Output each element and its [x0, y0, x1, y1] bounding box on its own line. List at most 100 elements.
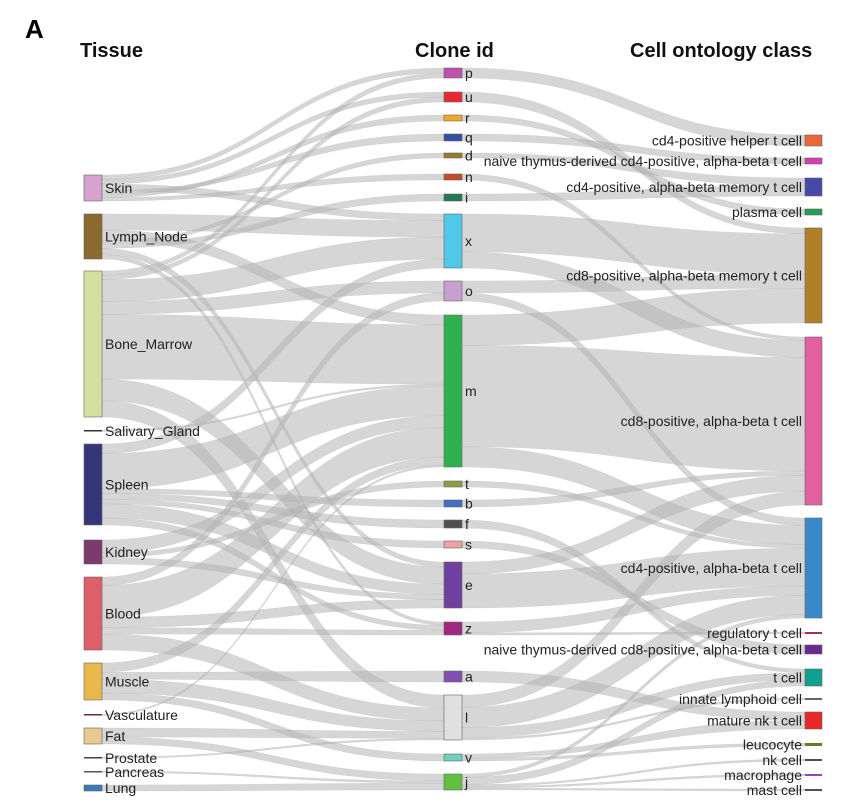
node-label: Pancreas [105, 764, 164, 780]
node-r[interactable] [443, 114, 463, 122]
node-label: f [465, 516, 469, 532]
node-label: cd4-positive, alpha-beta t cell [621, 560, 802, 576]
node-mast-cell[interactable] [805, 789, 822, 791]
node-mature-nk-t-cell[interactable] [804, 711, 823, 730]
node-spleen[interactable] [83, 443, 103, 526]
node-a[interactable] [443, 670, 463, 683]
node-lymph-node[interactable] [83, 213, 103, 260]
node-label: mature nk t cell [707, 713, 802, 729]
node-label: t cell [773, 670, 802, 686]
node-u[interactable] [443, 91, 463, 103]
node-label: cd8-positive, alpha-beta memory t cell [566, 268, 802, 284]
node-label: naive thymus-derived cd8-positive, alpha… [484, 642, 802, 658]
node-label: cd4-positive, alpha-beta memory t cell [566, 179, 802, 195]
node-macrophage[interactable] [805, 774, 822, 776]
node-d[interactable] [443, 152, 463, 159]
node-kidney[interactable] [83, 539, 103, 565]
node-bone-marrow[interactable] [83, 270, 103, 418]
node-fat[interactable] [83, 727, 103, 745]
node-v[interactable] [443, 753, 463, 762]
node-n[interactable] [443, 173, 463, 181]
node-label: nk cell [762, 752, 802, 768]
node-cd8-positive-alpha-beta-memory-t-cell[interactable] [804, 227, 823, 324]
node-cd4-positive-helper-t-cell[interactable] [804, 134, 823, 147]
node-cd4-positive-alpha-beta-t-cell[interactable] [804, 517, 823, 619]
node-skin[interactable] [83, 174, 103, 202]
node-j[interactable] [443, 773, 463, 791]
node-label: Spleen [105, 477, 149, 493]
node-label: r [465, 110, 470, 126]
node-s[interactable] [443, 540, 463, 549]
node-prostate[interactable] [84, 757, 102, 759]
node-label: Muscle [105, 674, 150, 690]
node-f[interactable] [443, 519, 463, 529]
node-lung[interactable] [83, 784, 103, 792]
node-label: Lymph_Node [105, 229, 188, 245]
node-z[interactable] [443, 621, 463, 636]
node-naive-thymus-derived-cd8-positive-alpha-beta-t-cell[interactable] [804, 644, 823, 655]
node-plasma-cell[interactable] [804, 208, 823, 216]
link-Muscle-a[interactable] [101, 670, 445, 683]
node-label: x [465, 233, 472, 249]
node-vasculature[interactable] [84, 714, 102, 716]
node-label: a [465, 669, 473, 685]
node-salivary-gland[interactable] [84, 430, 102, 432]
node-p[interactable] [443, 67, 463, 79]
node-t-cell[interactable] [804, 668, 823, 687]
node-label: m [465, 383, 477, 399]
node-label: t [465, 476, 469, 492]
node-label: innate lymphoid cell [679, 691, 802, 707]
node-m[interactable] [443, 314, 463, 468]
node-label: i [465, 190, 468, 206]
node-naive-thymus-derived-cd4-positive-alpha-beta-t-cell[interactable] [804, 157, 823, 165]
node-label: naive thymus-derived cd4-positive, alpha… [484, 153, 802, 169]
tissue-header: Tissue [80, 40, 143, 62]
node-label: Vasculature [105, 707, 178, 723]
node-leucocyte[interactable] [805, 743, 822, 746]
node-b[interactable] [443, 499, 463, 508]
node-innate-lymphoid-cell[interactable] [805, 698, 822, 700]
node-label: u [465, 89, 473, 105]
node-label: Skin [105, 180, 132, 196]
node-e[interactable] [443, 561, 463, 609]
node-label: d [465, 148, 473, 164]
node-label: Blood [105, 606, 141, 622]
node-q[interactable] [443, 133, 463, 142]
clone-header: Clone id [415, 40, 494, 62]
node-label: regulatory t cell [707, 625, 802, 641]
link-Blood-z[interactable] [101, 627, 445, 636]
node-x[interactable] [443, 213, 463, 269]
node-pancreas[interactable] [84, 771, 102, 773]
node-label: cd4-positive helper t cell [652, 133, 802, 149]
node-label: o [465, 283, 473, 299]
node-label: cd8-positive, alpha-beta t cell [621, 413, 802, 429]
node-label: plasma cell [732, 204, 802, 220]
node-label: q [465, 130, 473, 146]
node-label: l [465, 710, 468, 726]
link-Lung-j[interactable] [101, 782, 445, 792]
node-muscle[interactable] [83, 662, 103, 701]
node-label: Lung [105, 780, 136, 796]
node-cd4-positive-alpha-beta-memory-t-cell[interactable] [804, 177, 823, 197]
node-label: b [465, 496, 473, 512]
node-label: j [464, 774, 468, 790]
node-i[interactable] [443, 193, 463, 202]
node-label: n [465, 169, 473, 185]
node-l[interactable] [443, 694, 463, 741]
node-label: z [465, 621, 472, 637]
node-blood[interactable] [83, 576, 103, 651]
node-label: leucocyte [743, 737, 802, 753]
node-label: Fat [105, 728, 125, 744]
node-t[interactable] [443, 480, 463, 488]
node-nk-cell[interactable] [805, 759, 822, 761]
node-o[interactable] [443, 280, 463, 302]
node-cd8-positive-alpha-beta-t-cell[interactable] [804, 336, 823, 506]
node-label: s [465, 537, 472, 553]
node-label: macrophage [724, 767, 802, 783]
node-regulatory-t-cell[interactable] [805, 632, 822, 634]
node-label: mast cell [747, 782, 802, 798]
node-label: Bone_Marrow [105, 336, 193, 352]
node-label: v [465, 750, 472, 766]
